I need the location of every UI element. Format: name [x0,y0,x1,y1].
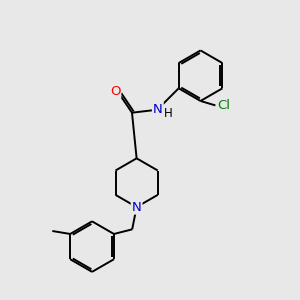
Text: N: N [132,201,142,214]
Text: Cl: Cl [217,99,230,112]
Text: N: N [153,103,163,116]
Text: H: H [164,107,173,120]
Text: O: O [110,85,120,98]
